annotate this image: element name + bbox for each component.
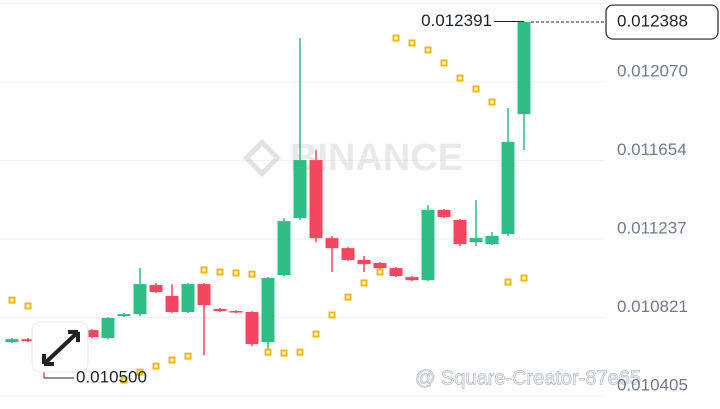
- sar-dot: [504, 278, 512, 286]
- candle-body: [21, 339, 35, 342]
- candle-body: [133, 284, 147, 315]
- last-price-label: 0.012388: [617, 12, 688, 31]
- candle-body: [437, 210, 451, 217]
- candle-body: [197, 284, 211, 306]
- sar-dot: [200, 266, 208, 274]
- y-tick-label: 0.012070: [617, 61, 688, 80]
- y-tick-label: 0.011654: [617, 140, 687, 159]
- y-tick-label: 0.011237: [617, 219, 687, 238]
- sar-dot: [136, 368, 144, 376]
- candle-body: [245, 312, 259, 345]
- y-tick-label: 0.010405: [617, 375, 688, 394]
- y-tick-label: 0.010821: [617, 297, 688, 316]
- candle-body: [389, 268, 403, 276]
- sar-dot: [360, 279, 368, 287]
- candle-body: [421, 210, 435, 281]
- sar-dot: [312, 330, 320, 338]
- sar-dot: [520, 274, 528, 282]
- watermark-logo: BINANCE: [242, 137, 463, 179]
- sar-dot: [328, 311, 336, 319]
- sar-dot: [456, 74, 464, 82]
- candle-body: [165, 295, 179, 313]
- candle-body: [277, 221, 291, 276]
- sar-dot: [440, 59, 448, 67]
- sar-dot: [296, 348, 304, 356]
- sar-dot: [232, 269, 240, 277]
- candle-body: [309, 160, 323, 239]
- sar-dot: [408, 39, 416, 47]
- sar-dot: [424, 46, 432, 54]
- candle-body: [117, 314, 131, 317]
- low-marker-label: 0.010500: [76, 367, 147, 386]
- candle-body: [229, 311, 243, 313]
- candle-body: [213, 308, 227, 312]
- sar-dot: [264, 348, 272, 356]
- sar-dot: [184, 352, 192, 360]
- sar-dot: [216, 268, 224, 276]
- expand-button[interactable]: [31, 321, 89, 373]
- candle-body: [485, 236, 499, 245]
- candle-body: [149, 285, 163, 293]
- y-tick-label: 0.012486: [617, 0, 688, 2]
- sar-dot: [392, 34, 400, 42]
- credit: @ Square-Creator-87e65: [415, 367, 641, 389]
- candle-body: [453, 220, 467, 245]
- candle-body: [517, 22, 531, 115]
- candle-body: [373, 262, 387, 269]
- candle-body: [325, 238, 339, 249]
- candle-body: [341, 248, 355, 260]
- candle-body: [101, 318, 115, 339]
- sar-dot: [472, 85, 480, 93]
- candle-body: [85, 330, 99, 338]
- high-marker-label: 0.012391: [421, 11, 492, 30]
- candle-body: [405, 277, 419, 281]
- sar-dot: [344, 293, 352, 301]
- candle-body: [293, 160, 307, 219]
- sar-dot: [488, 98, 496, 106]
- candle-body: [181, 284, 195, 313]
- candle-body: [5, 339, 19, 343]
- candle-body: [261, 278, 275, 343]
- sar-dot: [8, 296, 16, 304]
- sar-dot: [248, 270, 256, 278]
- last-price-box: [605, 4, 719, 40]
- sar-dot: [376, 268, 384, 276]
- sar-dot: [152, 362, 160, 370]
- candle-body: [469, 238, 483, 243]
- sar-dot: [120, 376, 128, 384]
- sar-dot: [24, 302, 32, 310]
- sar-dot: [280, 349, 288, 357]
- candle-body: [501, 141, 515, 234]
- expand-icon: [42, 330, 80, 366]
- candle-body: [357, 259, 371, 265]
- sar-dot: [168, 356, 176, 364]
